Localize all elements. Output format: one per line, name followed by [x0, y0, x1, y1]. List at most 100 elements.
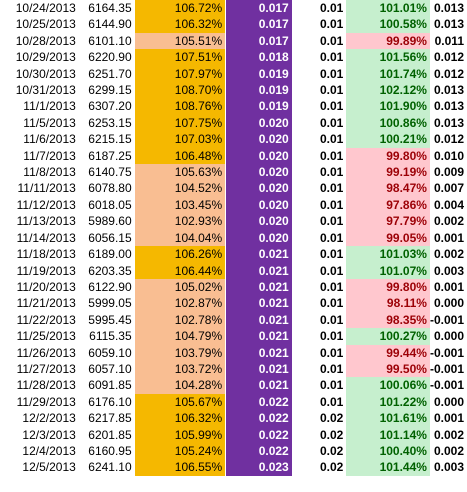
change-cell[interactable]: 100.21%: [346, 131, 430, 148]
ratio-cell[interactable]: 105.24%: [134, 442, 226, 460]
change-cell[interactable]: 101.22%: [346, 393, 430, 411]
date-cell[interactable]: 11/8/2013: [23, 165, 76, 180]
ratio-cell[interactable]: 107.97%: [134, 65, 226, 83]
change-cell[interactable]: 102.12%: [346, 82, 430, 99]
delta-cell[interactable]: 0.013: [433, 1, 464, 15]
step-cell[interactable]: 0.01: [320, 279, 344, 294]
price-cell[interactable]: 6091.85: [88, 378, 132, 393]
delta-cell[interactable]: 0.012: [433, 132, 464, 147]
rate-cell[interactable]: 0.017: [226, 32, 292, 50]
price-cell[interactable]: 6251.70: [88, 66, 132, 81]
date-cell[interactable]: 10/24/2013: [15, 1, 76, 15]
ratio-cell[interactable]: 106.44%: [134, 262, 226, 279]
rate-cell[interactable]: 0.019: [226, 82, 292, 99]
date-cell[interactable]: 10/25/2013: [15, 17, 76, 32]
price-cell[interactable]: 6164.35: [88, 1, 132, 15]
delta-cell[interactable]: 0.002: [433, 443, 464, 458]
price-cell[interactable]: 6299.15: [88, 83, 132, 98]
change-cell[interactable]: 99.89%: [346, 32, 430, 50]
step-cell[interactable]: 0.02: [320, 460, 344, 475]
date-cell[interactable]: 11/12/2013: [16, 197, 76, 212]
spacer-cell[interactable]: [225, 82, 227, 99]
date-cell[interactable]: 11/20/2013: [16, 279, 76, 294]
spacer-cell[interactable]: [225, 410, 227, 427]
step-cell[interactable]: 0.01: [320, 66, 344, 81]
delta-cell[interactable]: -0.001: [429, 361, 464, 376]
step-cell[interactable]: 0.01: [320, 181, 344, 196]
rate-cell[interactable]: 0.018: [226, 49, 292, 66]
date-cell[interactable]: 12/4/2013: [22, 443, 76, 458]
step-cell[interactable]: 0.01: [320, 214, 344, 229]
date-cell[interactable]: 11/13/2013: [16, 214, 76, 229]
price-cell[interactable]: 6144.90: [88, 17, 132, 32]
spacer-cell[interactable]: [225, 426, 227, 443]
spacer-cell[interactable]: [225, 344, 227, 361]
date-cell[interactable]: 11/14/2013: [16, 230, 76, 245]
spacer-cell[interactable]: [225, 32, 227, 50]
date-cell[interactable]: 10/30/2013: [15, 66, 76, 81]
ratio-cell[interactable]: 106.32%: [134, 410, 226, 427]
spacer-cell[interactable]: [225, 229, 227, 247]
delta-cell[interactable]: 0.013: [433, 99, 464, 114]
ratio-cell[interactable]: 105.99%: [134, 426, 226, 443]
change-cell[interactable]: 100.27%: [346, 328, 430, 345]
change-cell[interactable]: 99.05%: [346, 229, 430, 247]
delta-cell[interactable]: 0.001: [433, 279, 464, 294]
change-cell[interactable]: 101.74%: [346, 65, 430, 83]
step-cell[interactable]: 0.01: [320, 17, 344, 32]
rate-cell[interactable]: 0.022: [226, 426, 292, 443]
price-cell[interactable]: 6059.10: [88, 345, 132, 360]
rate-cell[interactable]: 0.020: [226, 114, 292, 132]
date-cell[interactable]: 11/5/2013: [23, 115, 76, 130]
change-cell[interactable]: 98.35%: [346, 311, 430, 329]
delta-cell[interactable]: 0.012: [433, 50, 464, 65]
step-cell[interactable]: 0.01: [320, 33, 344, 48]
price-cell[interactable]: 6253.15: [88, 115, 132, 130]
delta-cell[interactable]: 0.013: [433, 83, 464, 98]
change-cell[interactable]: 101.01%: [346, 0, 430, 17]
rate-cell[interactable]: 0.021: [226, 278, 292, 296]
ratio-cell[interactable]: 106.72%: [134, 0, 226, 17]
date-cell[interactable]: 11/1/2013: [23, 99, 76, 114]
delta-cell[interactable]: 0.012: [433, 66, 464, 81]
price-cell[interactable]: 6215.15: [88, 132, 132, 147]
ratio-cell[interactable]: 106.48%: [134, 147, 226, 165]
spacer-cell[interactable]: [225, 213, 227, 230]
step-cell[interactable]: 0.02: [320, 411, 344, 426]
change-cell[interactable]: 99.80%: [346, 278, 430, 296]
spacer-cell[interactable]: [225, 164, 227, 181]
rate-cell[interactable]: 0.021: [226, 311, 292, 329]
rate-cell[interactable]: 0.021: [226, 295, 292, 312]
change-cell[interactable]: 100.86%: [346, 114, 430, 132]
date-cell[interactable]: 12/2/2013: [22, 411, 76, 426]
price-cell[interactable]: 5995.45: [88, 312, 132, 327]
spacer-cell[interactable]: [225, 246, 227, 263]
delta-cell[interactable]: 0.013: [433, 17, 464, 32]
step-cell[interactable]: 0.01: [320, 148, 344, 163]
rate-cell[interactable]: 0.021: [226, 360, 292, 378]
change-cell[interactable]: 100.06%: [346, 377, 430, 394]
step-cell[interactable]: 0.01: [320, 115, 344, 130]
change-cell[interactable]: 98.47%: [346, 180, 430, 197]
spacer-cell[interactable]: [225, 377, 227, 394]
date-cell[interactable]: 12/3/2013: [22, 427, 76, 442]
price-cell[interactable]: 6018.05: [88, 197, 132, 212]
step-cell[interactable]: 0.02: [320, 427, 344, 442]
price-cell[interactable]: 6160.95: [88, 443, 132, 458]
rate-cell[interactable]: 0.021: [226, 344, 292, 361]
step-cell[interactable]: 0.01: [320, 263, 344, 278]
step-cell[interactable]: 0.01: [320, 312, 344, 327]
change-cell[interactable]: 97.86%: [346, 196, 430, 214]
delta-cell[interactable]: 0.002: [433, 247, 464, 262]
step-cell[interactable]: 0.01: [320, 197, 344, 212]
spacer-cell[interactable]: [225, 180, 227, 197]
rate-cell[interactable]: 0.023: [226, 459, 292, 476]
change-cell[interactable]: 98.11%: [346, 295, 430, 312]
spacer-cell[interactable]: [225, 16, 227, 33]
date-cell[interactable]: 10/28/2013: [15, 33, 76, 48]
delta-cell[interactable]: 0.000: [433, 394, 464, 409]
spacer-cell[interactable]: [225, 278, 227, 296]
price-cell[interactable]: 5989.60: [88, 214, 132, 229]
price-cell[interactable]: 6187.25: [88, 148, 132, 163]
ratio-cell[interactable]: 103.79%: [134, 344, 226, 361]
